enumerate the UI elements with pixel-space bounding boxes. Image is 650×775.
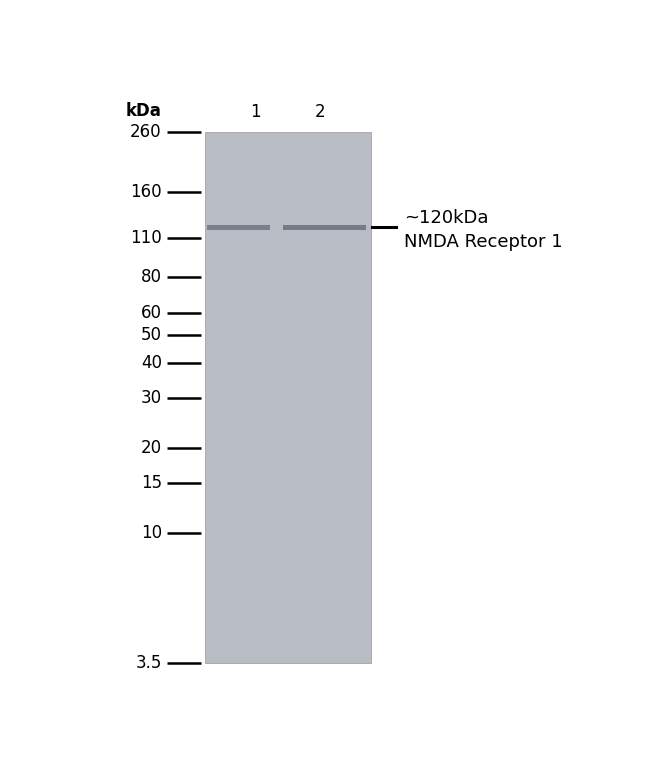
Text: 3.5: 3.5 (135, 654, 162, 672)
Text: 20: 20 (141, 439, 162, 457)
Text: ~120kDa: ~120kDa (404, 209, 488, 227)
Text: NMDA Receptor 1: NMDA Receptor 1 (404, 233, 562, 251)
Text: 50: 50 (141, 326, 162, 344)
Text: 260: 260 (130, 122, 162, 141)
Text: 160: 160 (130, 183, 162, 201)
Text: 110: 110 (130, 229, 162, 247)
Text: 2: 2 (315, 103, 326, 121)
Text: kDa: kDa (126, 102, 162, 120)
Text: 40: 40 (141, 353, 162, 371)
Text: 1: 1 (250, 103, 261, 121)
Text: 30: 30 (141, 389, 162, 407)
Bar (205, 132, 371, 663)
Bar (207, 225, 270, 229)
Text: 80: 80 (141, 268, 162, 286)
Text: 60: 60 (141, 304, 162, 322)
Text: 10: 10 (141, 525, 162, 542)
Text: 15: 15 (141, 474, 162, 492)
Bar (283, 225, 366, 229)
